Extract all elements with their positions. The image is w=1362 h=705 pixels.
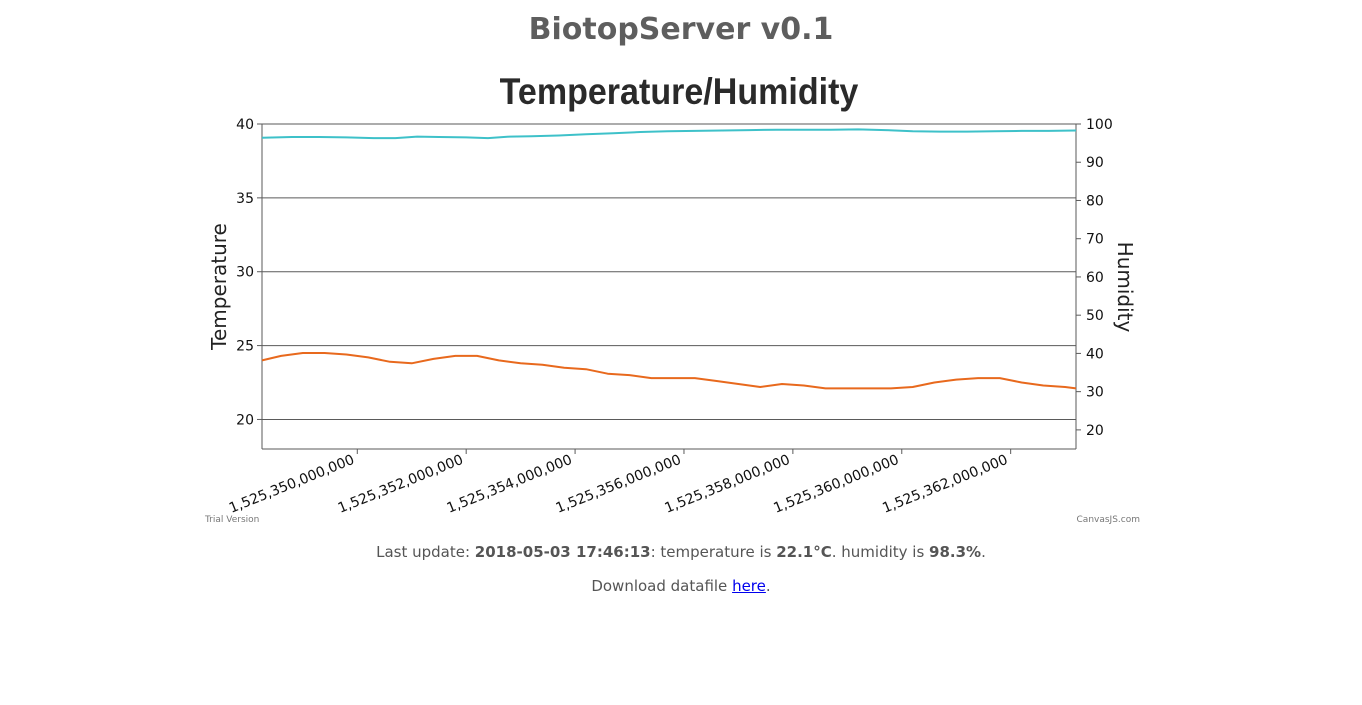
temperature-humidity-chart: Temperature/Humidity 20 25 30 35 40 20 30 40 50 60… — [204, 71, 1140, 525]
status-suffix: . — [981, 543, 986, 561]
humidity-series-line — [261, 128, 1077, 140]
y-left-tick-label: 25 — [236, 339, 254, 355]
y-right-tick-label: 20 — [1086, 423, 1104, 439]
chart-title: Temperature/Humidity — [500, 71, 859, 113]
y-left-tick-label: 40 — [236, 117, 254, 133]
y-left-tick-label: 30 — [236, 265, 254, 281]
x-tick-label: 1,525,362,000,000 — [880, 452, 1010, 517]
y-right-axis-title: Humidity — [1113, 242, 1137, 333]
y-left-tick-label: 35 — [236, 191, 254, 207]
y-right-tick-label: 60 — [1086, 270, 1104, 286]
y-right-tick-label: 70 — [1086, 232, 1104, 248]
y-left-axis-title: Temperature — [207, 223, 231, 351]
download-line: Download datafile here. — [0, 577, 1362, 595]
y-right-tick-label: 90 — [1086, 155, 1104, 171]
site-title: BiotopServer v0.1 — [528, 12, 834, 47]
chart-container: Temperature/Humidity 20 25 30 35 40 20 30 40 50 60… — [200, 62, 1150, 532]
watermark-trial: Trial Version — [204, 515, 259, 525]
y-right-tick-label: 80 — [1086, 193, 1104, 209]
download-suffix: . — [765, 577, 771, 595]
y-right-tick-label: 100 — [1086, 117, 1113, 133]
download-link[interactable]: here — [732, 577, 766, 595]
y-right-tick-label: 30 — [1086, 385, 1104, 401]
watermark-canvasjs: CanvasJS.com — [1077, 515, 1140, 525]
status-hum-text: . humidity is — [831, 543, 930, 561]
status-timestamp: 2018-05-03 17:46:13 — [474, 543, 651, 561]
status-temperature: 22.1°C — [776, 543, 832, 561]
y-right-tick-label: 50 — [1086, 308, 1104, 324]
status-humidity: 98.3% — [929, 543, 982, 561]
status-line: Last update: 2018-05-03 17:46:13: temper… — [0, 543, 1362, 561]
y-right-tick-label: 40 — [1086, 346, 1104, 362]
download-prefix: Download datafile — [591, 577, 733, 595]
temperature-series-line — [261, 352, 1077, 390]
y-left-tick-label: 20 — [236, 412, 254, 428]
status-prefix: Last update: — [376, 543, 475, 561]
status-temp-text: : temperature is — [650, 543, 777, 561]
